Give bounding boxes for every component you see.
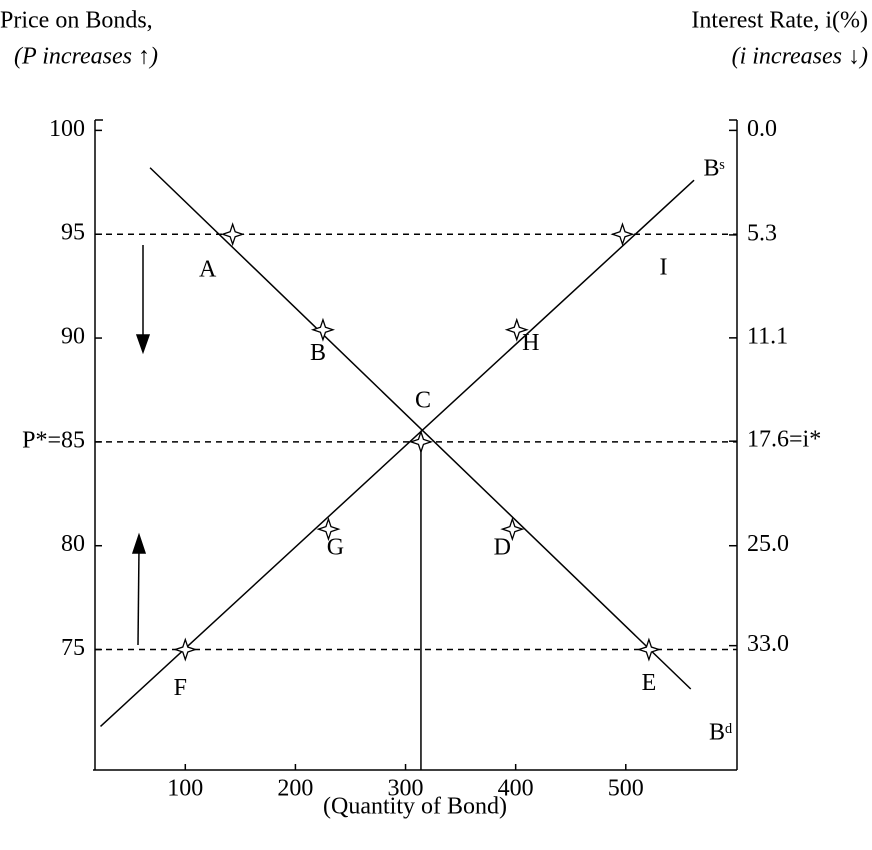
point-label: E (642, 670, 657, 696)
y-tick-label: P*=85 (22, 427, 85, 453)
series-line (149, 167, 692, 690)
y-tick-label: 100 (49, 116, 85, 142)
series-line (99, 179, 695, 727)
y-tick-label: 80 (61, 531, 85, 557)
x-tick-label: 500 (608, 776, 644, 802)
point-label: B (310, 340, 326, 366)
x-tick-label: 200 (277, 776, 313, 802)
x-tick-label: 300 (388, 776, 424, 802)
point-star (500, 517, 525, 542)
point-star (636, 637, 661, 662)
arrow-shaft (137, 547, 140, 646)
series-name: Bᵈ (709, 720, 732, 746)
y2-tick-label: 11.1 (747, 323, 788, 349)
point-star (610, 222, 635, 247)
point-star (220, 222, 245, 247)
left-axis-title: Price on Bonds, (0, 8, 153, 34)
y2-tick-label: 5.3 (747, 220, 777, 246)
y-tick-label: 95 (61, 220, 85, 246)
point-star (408, 429, 434, 454)
y2-tick-label: 0.0 (747, 116, 777, 142)
point-star (316, 517, 341, 542)
point-label: D (494, 535, 511, 561)
point-label: H (522, 330, 539, 356)
series-name: Bˢ (703, 156, 724, 182)
point-star (504, 317, 529, 342)
point-label: I (659, 255, 667, 281)
right-axis-title: Interest Rate, i(%) (691, 8, 868, 34)
y-tick-label: 90 (61, 324, 85, 350)
x-tick-label: 100 (167, 776, 203, 802)
x-tick-label: 400 (498, 776, 534, 802)
point-star (173, 637, 198, 662)
y2-tick-label: 17.6=i* (747, 427, 821, 453)
arrow-head (135, 334, 151, 355)
x-axis-label: (Quantity of Bond) (323, 794, 507, 820)
y2-tick-label: 33.0 (747, 631, 789, 657)
point-label: F (174, 675, 187, 701)
right-axis-subtitle: (i increases ↓) (732, 44, 868, 70)
y2-tick-label: 25.0 (747, 531, 789, 557)
point-label: G (327, 535, 344, 561)
point-label: A (199, 257, 217, 283)
arrow-head (131, 532, 147, 554)
left-axis-subtitle: (P increases ↑) (14, 44, 158, 70)
point-label: C (415, 387, 431, 413)
point-star (310, 317, 336, 342)
y-tick-label: 75 (61, 635, 85, 661)
